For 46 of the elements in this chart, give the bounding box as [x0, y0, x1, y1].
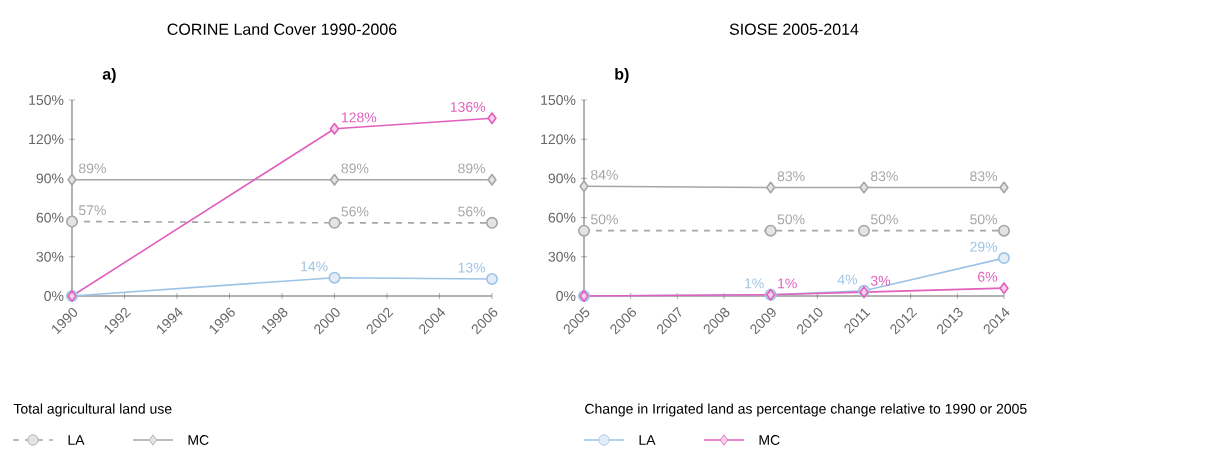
legend-label: MC	[759, 435, 780, 445]
data-label: 89%	[341, 163, 369, 174]
y-tick-label: 90%	[36, 173, 64, 184]
chart-title: SIOSE 2005-2014	[729, 23, 859, 35]
chart-title: CORINE Land Cover 1990-2006	[167, 23, 397, 35]
data-label: 56%	[341, 206, 369, 217]
data-label: 56%	[458, 206, 486, 217]
text: b)	[615, 68, 629, 83]
data-label: 29%	[970, 241, 998, 252]
legend-title: Change in Irrigated land as percentage change relative to 1990 or 2005	[585, 403, 1027, 417]
y-tick-label: 150%	[29, 95, 64, 105]
data-label: 3%	[870, 275, 891, 286]
data-label: 83%	[970, 171, 998, 182]
y-tick-label: 120%	[29, 134, 64, 145]
data-label: 84%	[591, 169, 618, 180]
data-label: 50%	[870, 214, 898, 225]
y-tick-label: 0%	[556, 291, 576, 301]
y-tick-label: 60%	[548, 212, 576, 223]
y-tick-label: 0%	[44, 291, 64, 301]
legend-label: MC	[188, 435, 209, 445]
data-label: 50%	[970, 214, 998, 225]
data-label: 128%	[341, 112, 377, 123]
y-tick-label: 30%	[548, 251, 576, 262]
data-label: 1%	[745, 278, 764, 289]
y-tick-label: 150%	[541, 95, 576, 105]
data-label: 83%	[777, 171, 805, 182]
legend-label: LA	[68, 435, 85, 445]
data-label: 89%	[79, 163, 106, 174]
y-tick-label: 30%	[36, 251, 64, 262]
text: a)	[102, 68, 116, 83]
data-label: 13%	[458, 262, 486, 273]
data-label: 136%	[450, 102, 486, 112]
data-label: 1%	[778, 278, 797, 289]
data-label: 50%	[590, 214, 618, 225]
data-label: 89%	[458, 163, 486, 174]
data-label: 6%	[978, 271, 998, 282]
data-label: 50%	[777, 214, 805, 225]
y-tick-label: 90%	[548, 173, 576, 184]
data-label: 57%	[78, 205, 106, 216]
y-tick-label: 60%	[36, 212, 64, 223]
data-label: 4%	[837, 274, 858, 285]
data-label: 14%	[301, 261, 328, 272]
legend-label: LA	[639, 435, 656, 445]
legend-title: Total agricultural land use	[13, 403, 172, 417]
data-label: 83%	[870, 171, 898, 182]
y-tick-label: 120%	[541, 134, 576, 145]
